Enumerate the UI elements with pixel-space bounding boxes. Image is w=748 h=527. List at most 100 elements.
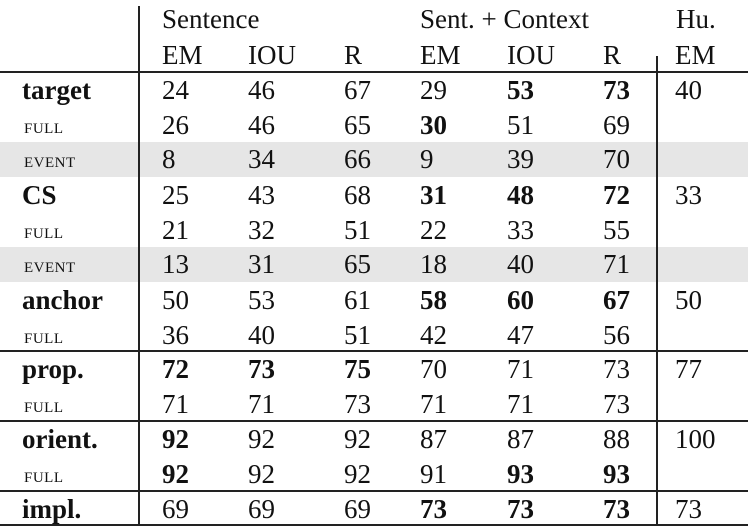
table-cell: 39: [507, 144, 534, 174]
table-cell: 18: [420, 249, 447, 279]
table-cell: 61: [344, 285, 371, 315]
table-cell: 22: [420, 215, 447, 245]
table-cell: 91: [420, 459, 447, 489]
table-row: prop. 72 73 75 70 71 73 77: [0, 352, 748, 387]
table-row: impl. 69 69 69 73 73 73 73: [0, 492, 748, 527]
row-label: event: [24, 252, 76, 277]
table-cell: 72: [603, 180, 630, 210]
human-column-divider: [656, 56, 658, 526]
table-row: event 13 31 65 18 40 71: [0, 247, 748, 282]
table-cell: 47: [507, 320, 534, 350]
table-cell: 46: [248, 75, 275, 105]
table-cell: 73: [603, 75, 630, 105]
table-cell: 25: [162, 180, 189, 210]
table-row: anchor 50 53 61 58 60 67 50: [0, 283, 748, 318]
table-cell: 50: [675, 285, 702, 315]
row-label: CS: [22, 180, 57, 210]
table-cell: 31: [420, 180, 447, 210]
group-header-sent-context: Sent. + Context: [420, 4, 589, 34]
table-row: CS 25 43 68 31 48 72 33: [0, 178, 748, 213]
table-cell: 73: [420, 494, 447, 524]
table-cell: 53: [248, 285, 275, 315]
table-cell: 32: [248, 215, 275, 245]
row-label: impl.: [22, 494, 82, 524]
table-cell: 36: [162, 320, 189, 350]
column-header: EM: [420, 40, 461, 70]
table-row: full 92 92 92 91 93 93: [0, 457, 748, 492]
table-cell: 55: [603, 215, 630, 245]
table-cell: 68: [344, 180, 371, 210]
table-cell: 71: [507, 354, 534, 384]
table-cell: 73: [248, 354, 275, 384]
label-column-divider: [138, 6, 140, 526]
table-cell: 92: [248, 459, 275, 489]
table-cell: 24: [162, 75, 189, 105]
column-header: EM: [675, 40, 716, 70]
row-label: full: [24, 323, 64, 348]
group-rule: [0, 350, 748, 352]
table-row: orient. 92 92 92 87 87 88 100: [0, 422, 748, 457]
table-cell: 40: [507, 249, 534, 279]
table-cell: 71: [162, 389, 189, 419]
table-cell: 73: [603, 494, 630, 524]
table-cell: 13: [162, 249, 189, 279]
group-rule: [0, 420, 748, 422]
table-cell: 67: [344, 75, 371, 105]
group-header-human: Hu.: [676, 4, 716, 34]
table-cell: 73: [344, 389, 371, 419]
bottom-rule: [0, 524, 748, 526]
table-row: full 36 40 51 42 47 56: [0, 318, 748, 353]
table-cell: 31: [248, 249, 275, 279]
table-cell: 93: [603, 459, 630, 489]
table-row: event 8 34 66 9 39 70: [0, 142, 748, 177]
column-header: IOU: [248, 40, 296, 70]
table-cell: 53: [507, 75, 534, 105]
table-cell: 92: [162, 424, 189, 454]
header-rule: [0, 71, 748, 73]
table-cell: 70: [603, 144, 630, 174]
table-cell: 60: [507, 285, 534, 315]
group-rule: [0, 490, 748, 492]
table-cell: 56: [603, 320, 630, 350]
table-cell: 69: [248, 494, 275, 524]
group-header-sentence: Sentence: [162, 4, 260, 34]
table-cell: 33: [507, 215, 534, 245]
table-cell: 92: [162, 459, 189, 489]
table-cell: 70: [420, 354, 447, 384]
table-cell: 73: [675, 494, 702, 524]
table-cell: 21: [162, 215, 189, 245]
table-cell: 29: [420, 75, 447, 105]
table-cell: 51: [507, 110, 534, 140]
table-cell: 67: [603, 285, 630, 315]
table-cell: 71: [507, 389, 534, 419]
table-cell: 9: [420, 144, 434, 174]
table-cell: 40: [675, 75, 702, 105]
table-cell: 48: [507, 180, 534, 210]
table-cell: 65: [344, 110, 371, 140]
table-cell: 77: [675, 354, 702, 384]
table-row: target 24 46 67 29 53 73 40: [0, 73, 748, 108]
table-cell: 75: [344, 354, 371, 384]
table-cell: 72: [162, 354, 189, 384]
table-cell: 66: [344, 144, 371, 174]
table-cell: 71: [248, 389, 275, 419]
table-cell: 42: [420, 320, 447, 350]
row-label: target: [22, 75, 91, 105]
table-cell: 92: [248, 424, 275, 454]
row-label: full: [24, 218, 64, 243]
table-cell: 8: [162, 144, 176, 174]
row-label: full: [24, 462, 64, 487]
table-cell: 73: [603, 389, 630, 419]
table-cell: 88: [603, 424, 630, 454]
table-cell: 40: [248, 320, 275, 350]
table-cell: 69: [344, 494, 371, 524]
table-cell: 30: [420, 110, 447, 140]
row-label: anchor: [22, 285, 103, 315]
table-cell: 69: [162, 494, 189, 524]
table-cell: 93: [507, 459, 534, 489]
table-cell: 87: [507, 424, 534, 454]
table-cell: 33: [675, 180, 702, 210]
table-cell: 92: [344, 424, 371, 454]
table-cell: 43: [248, 180, 275, 210]
table-cell: 46: [248, 110, 275, 140]
